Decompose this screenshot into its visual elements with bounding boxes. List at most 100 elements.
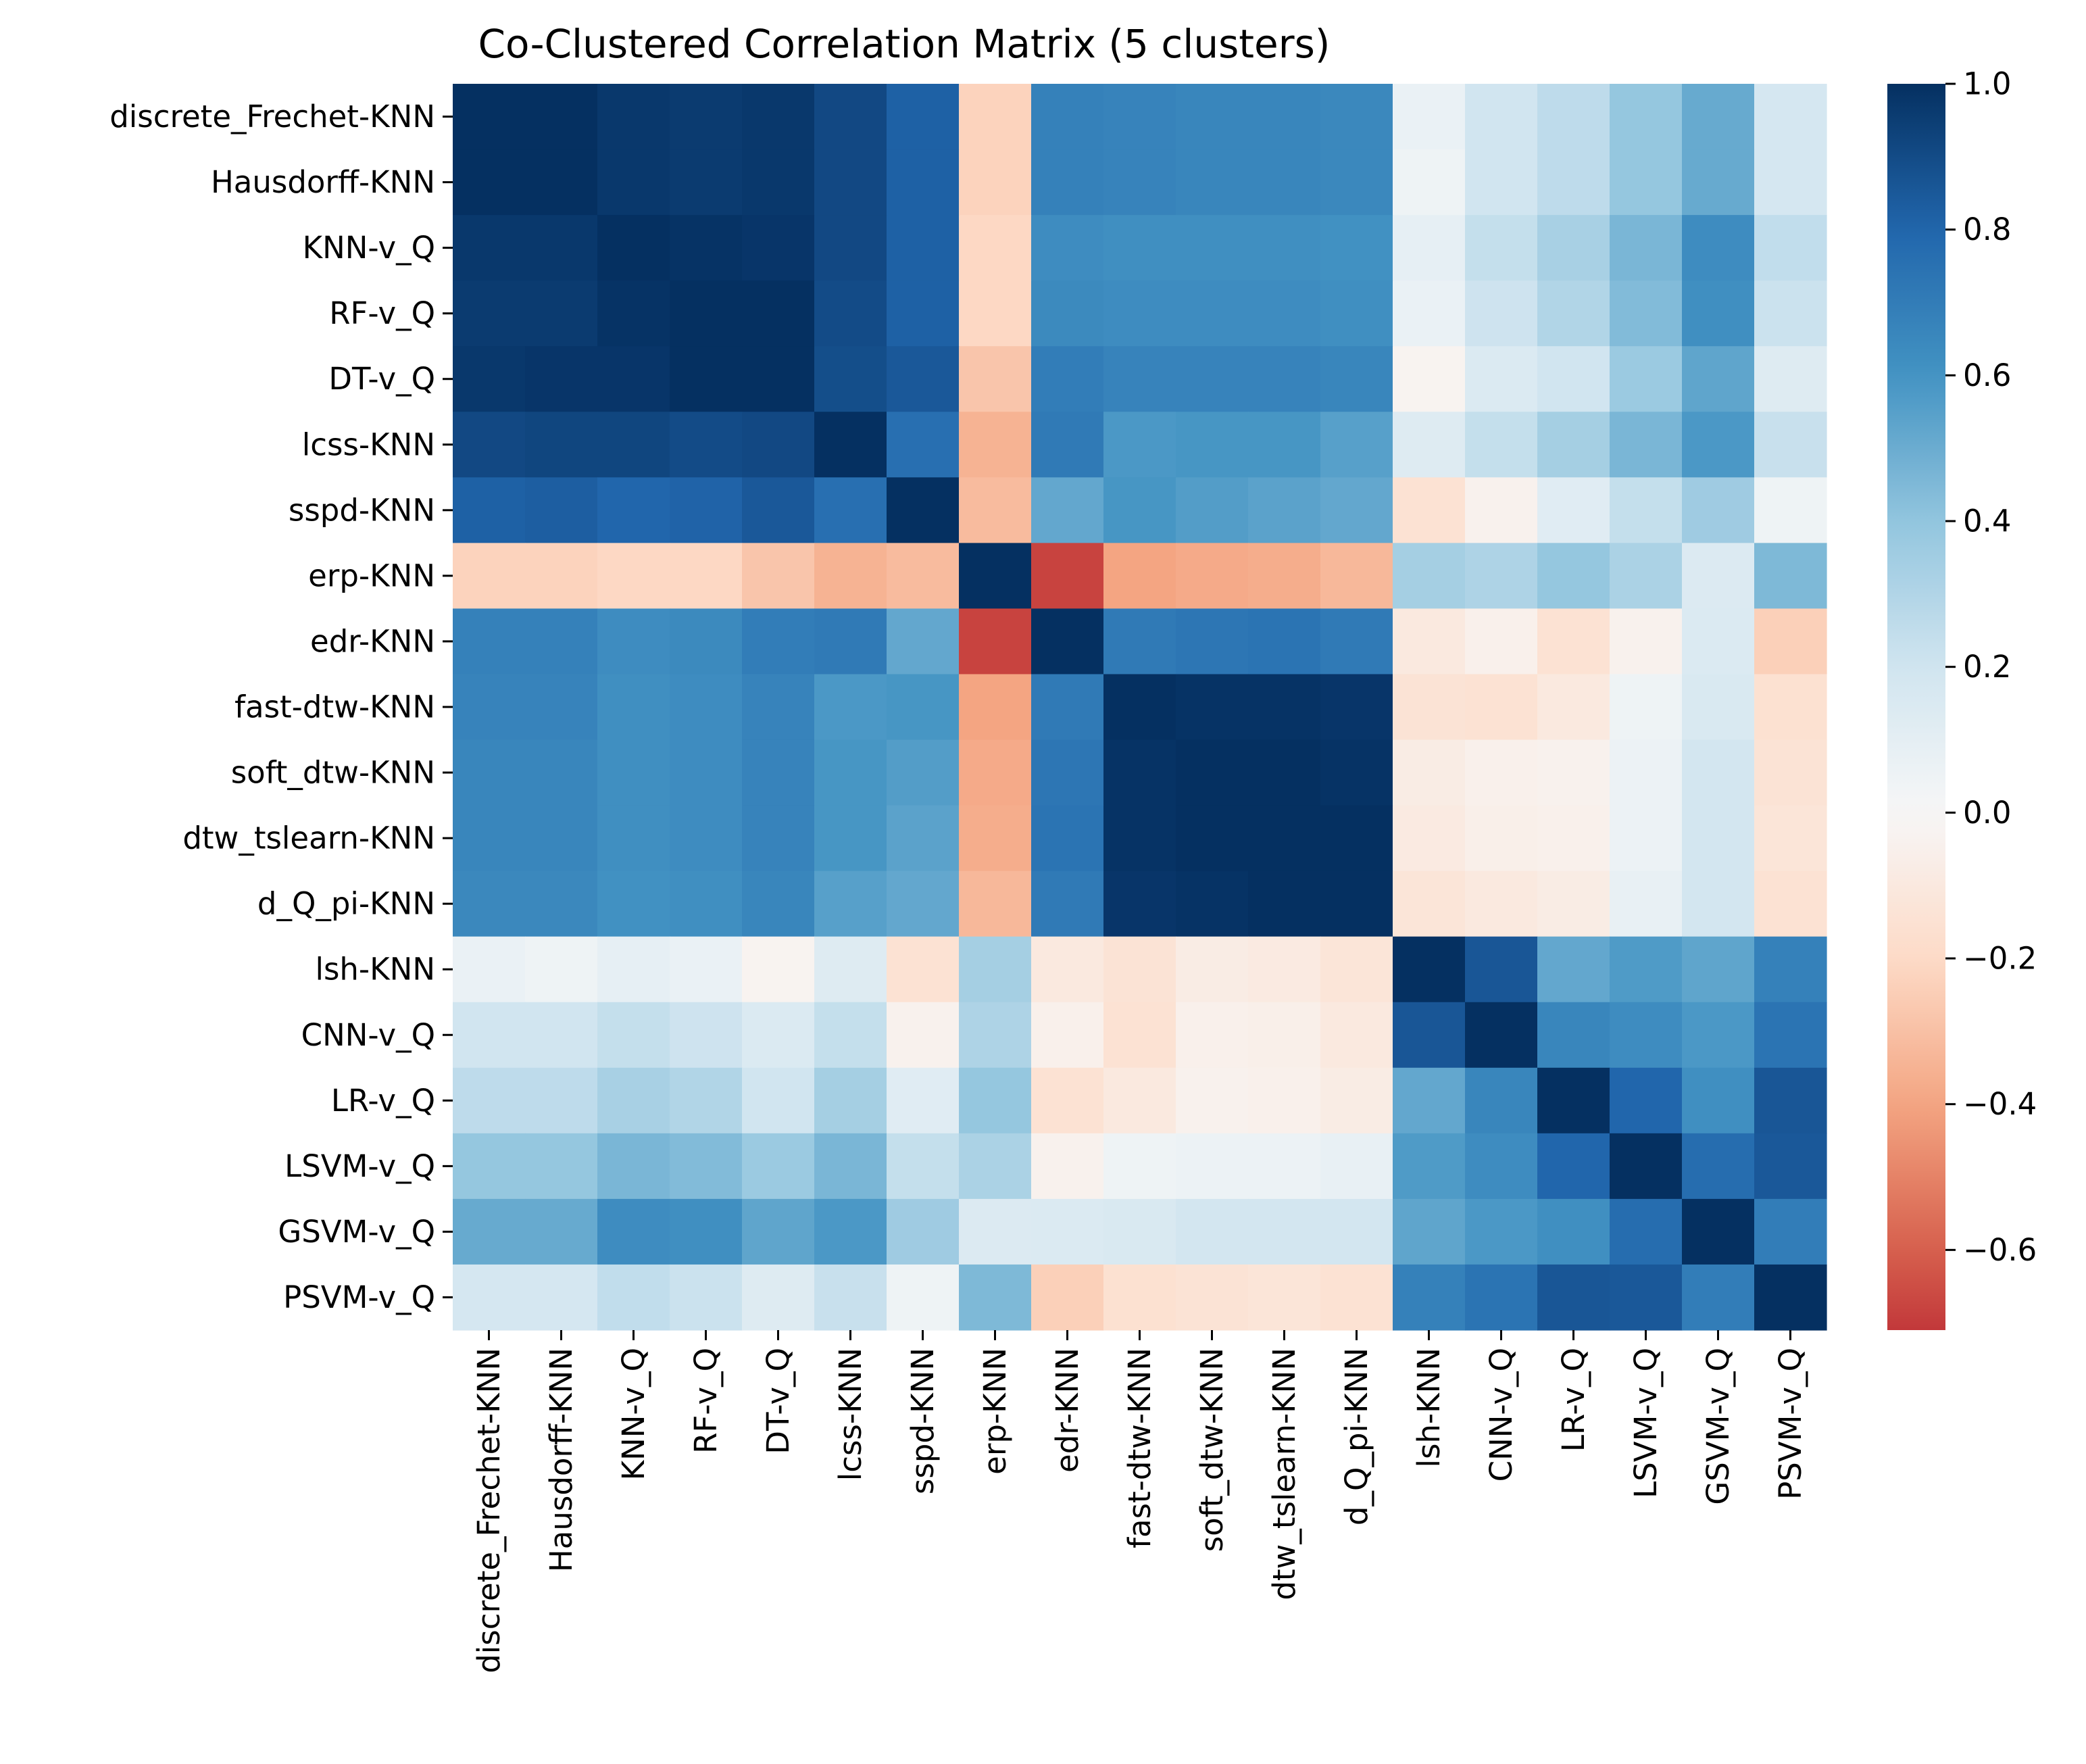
heatmap-cell <box>1393 543 1466 610</box>
heatmap-cell <box>1754 1133 1827 1200</box>
heatmap-cell <box>959 346 1032 412</box>
heatmap-cell <box>1103 608 1176 675</box>
heatmap-cell <box>1465 1067 1538 1134</box>
heatmap-cell <box>597 805 670 872</box>
heatmap-cell <box>1393 674 1466 741</box>
heatmap-cell <box>1465 1264 1538 1331</box>
heatmap-cell <box>1465 805 1538 872</box>
heatmap-cell <box>1610 346 1683 412</box>
heatmap-cell <box>1320 739 1393 806</box>
heatmap-cell <box>525 280 598 347</box>
heatmap-cell <box>1537 412 1610 478</box>
heatmap-cell <box>1320 1002 1393 1069</box>
heatmap-cell <box>1682 805 1755 872</box>
heatmap-cell <box>1031 215 1104 281</box>
colorbar-tick-label: −0.6 <box>1963 1232 2037 1268</box>
heatmap-cell <box>1682 412 1755 478</box>
heatmap-cell <box>1393 84 1466 150</box>
heatmap-cell <box>887 84 960 150</box>
colorbar-tick-label: −0.2 <box>1963 941 2037 977</box>
heatmap-cell <box>453 739 526 806</box>
heatmap-cell <box>814 149 887 216</box>
heatmap-cell <box>814 543 887 610</box>
heatmap-cell <box>597 280 670 347</box>
heatmap-cell <box>959 1002 1032 1069</box>
heatmap-cell <box>814 346 887 412</box>
heatmap-cell <box>453 1198 526 1265</box>
heatmap-cell <box>1537 215 1610 281</box>
heatmap-cell <box>670 1133 743 1200</box>
heatmap-cell <box>959 739 1032 806</box>
heatmap-cell <box>1393 1002 1466 1069</box>
heatmap-cell <box>742 280 815 347</box>
heatmap-cell <box>670 1198 743 1265</box>
heatmap-cell <box>1103 543 1176 610</box>
heatmap-cell <box>453 215 526 281</box>
heatmap-cell <box>525 936 598 1003</box>
heatmap-cell <box>1537 1002 1610 1069</box>
heatmap-cell <box>1393 739 1466 806</box>
heatmap-cell <box>670 608 743 675</box>
heatmap-cell <box>525 215 598 281</box>
heatmap-cell <box>453 149 526 216</box>
heatmap-cell <box>670 149 743 216</box>
heatmap-cell <box>742 215 815 281</box>
heatmap-cell <box>1537 346 1610 412</box>
y-tick-label: dtw_tslearn-KNN <box>182 820 435 856</box>
heatmap-cell <box>1682 674 1755 741</box>
heatmap-cell <box>1393 346 1466 412</box>
heatmap-cell <box>670 805 743 872</box>
heatmap-cell <box>887 1002 960 1069</box>
heatmap-cell <box>742 674 815 741</box>
heatmap-cell <box>1248 543 1321 610</box>
heatmap-cell <box>1537 84 1610 150</box>
heatmap-cell <box>597 412 670 478</box>
heatmap-cell <box>453 84 526 150</box>
heatmap-cell <box>1320 1264 1393 1331</box>
heatmap-cell <box>1682 477 1755 543</box>
heatmap-cell <box>453 543 526 610</box>
heatmap-cell <box>1682 149 1755 216</box>
x-tick-label: sspd-KNN <box>905 1348 941 1494</box>
heatmap-cell <box>1537 871 1610 937</box>
heatmap-cell <box>1754 149 1827 216</box>
chart-title: Co-Clustered Correlation Matrix (5 clust… <box>478 21 1331 67</box>
heatmap-cell <box>1682 739 1755 806</box>
heatmap-cell <box>1610 215 1683 281</box>
heatmap-cell <box>525 871 598 937</box>
heatmap-cell <box>1393 608 1466 675</box>
heatmap-cell <box>1537 608 1610 675</box>
heatmap-cell <box>1176 871 1249 937</box>
heatmap-cell <box>670 871 743 937</box>
heatmap-cell <box>1176 1198 1249 1265</box>
heatmap-cell <box>1754 739 1827 806</box>
heatmap-cell <box>1393 280 1466 347</box>
heatmap-cell <box>814 280 887 347</box>
heatmap-cell <box>1103 149 1176 216</box>
heatmap-cell <box>1248 936 1321 1003</box>
heatmap-cell <box>1537 805 1610 872</box>
heatmap-cell <box>1610 608 1683 675</box>
heatmap-cell <box>742 1002 815 1069</box>
colorbar-tick-label: 0.8 <box>1963 212 2012 247</box>
heatmap-cell <box>814 936 887 1003</box>
heatmap-cell <box>525 1264 598 1331</box>
heatmap-cell <box>1248 1067 1321 1134</box>
heatmap-cell <box>742 543 815 610</box>
heatmap-cell <box>670 280 743 347</box>
heatmap-cell <box>597 215 670 281</box>
heatmap-cell <box>1610 1133 1683 1200</box>
heatmap-cell <box>1393 936 1466 1003</box>
heatmap-cell <box>814 412 887 478</box>
heatmap-cell <box>1682 1002 1755 1069</box>
heatmap-cell <box>597 1198 670 1265</box>
heatmap-cell <box>1176 543 1249 610</box>
heatmap-cell <box>1754 871 1827 937</box>
heatmap-cell <box>1248 280 1321 347</box>
heatmap-cell <box>1610 149 1683 216</box>
heatmap-cell <box>453 674 526 741</box>
x-tick-label: discrete_Frechet-KNN <box>471 1348 507 1673</box>
heatmap-cell <box>670 84 743 150</box>
heatmap-cell <box>887 477 960 543</box>
heatmap-cell <box>1465 608 1538 675</box>
